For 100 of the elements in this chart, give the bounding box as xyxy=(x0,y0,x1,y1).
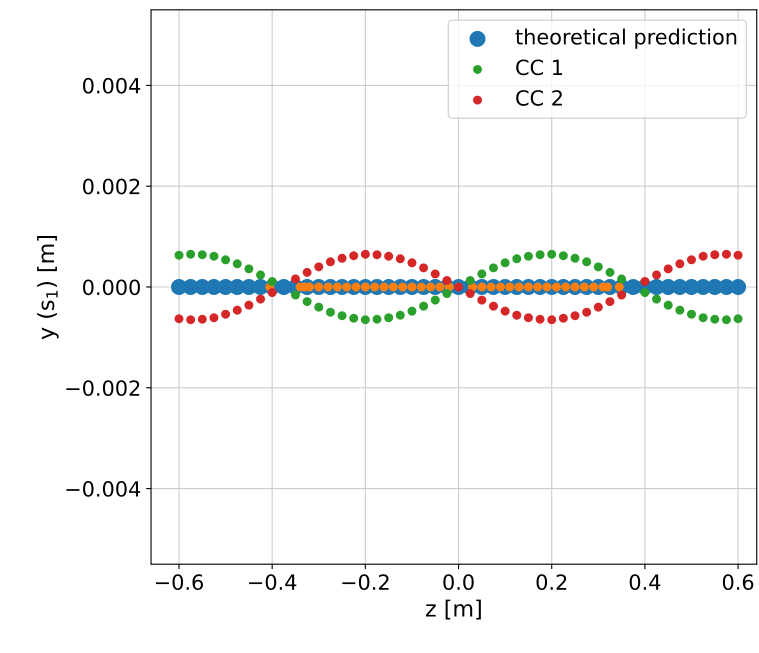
point xyxy=(500,258,510,268)
point xyxy=(314,302,324,312)
point xyxy=(384,313,394,322)
point xyxy=(582,308,592,317)
point xyxy=(349,314,358,323)
point xyxy=(349,251,358,260)
point xyxy=(338,311,347,320)
point xyxy=(256,270,266,280)
point xyxy=(652,294,662,304)
y-tick-label: −0.004 xyxy=(66,481,140,497)
point xyxy=(512,254,522,264)
point xyxy=(268,288,277,298)
x-tick-label: 0.6 xyxy=(722,574,754,590)
point xyxy=(710,314,720,324)
point xyxy=(594,302,603,312)
point xyxy=(722,250,731,259)
point xyxy=(617,274,626,284)
point xyxy=(558,251,568,260)
point xyxy=(430,296,440,305)
point xyxy=(617,290,626,300)
point xyxy=(698,313,708,322)
point xyxy=(466,289,475,298)
y-tick-label: 0.002 xyxy=(83,178,140,194)
point xyxy=(605,268,614,277)
x-tick-label: −0.2 xyxy=(342,574,389,590)
point xyxy=(302,297,312,306)
y-tick-label: −0.002 xyxy=(66,380,140,396)
point xyxy=(710,250,720,260)
point xyxy=(536,314,545,324)
point xyxy=(360,250,370,259)
point xyxy=(326,308,335,317)
point xyxy=(664,300,673,310)
point xyxy=(500,306,510,316)
point xyxy=(396,254,405,264)
point xyxy=(558,314,568,323)
point xyxy=(372,250,382,260)
point xyxy=(570,311,580,320)
legend-label: CC 2 xyxy=(516,90,562,106)
point xyxy=(524,313,533,322)
point xyxy=(407,258,416,268)
point xyxy=(314,262,324,272)
point xyxy=(675,306,684,315)
point xyxy=(326,257,335,266)
point xyxy=(488,302,498,311)
point xyxy=(477,296,486,305)
y-axis-title: y (s$_{1}$) [m] xyxy=(37,236,59,340)
point xyxy=(209,313,218,322)
point xyxy=(407,306,416,316)
point xyxy=(570,254,580,263)
point xyxy=(698,252,708,261)
point xyxy=(547,315,556,324)
point xyxy=(384,252,394,261)
point xyxy=(419,263,428,272)
x-tick-label: 0.4 xyxy=(630,574,660,590)
point xyxy=(594,262,603,272)
point xyxy=(734,250,743,260)
point xyxy=(419,302,428,311)
point xyxy=(360,315,370,324)
point xyxy=(722,315,731,324)
point xyxy=(686,255,696,264)
point xyxy=(221,310,230,319)
point xyxy=(686,310,696,319)
x-tick-label: −0.6 xyxy=(156,574,203,590)
legend-label: CC 1 xyxy=(516,59,562,76)
point xyxy=(290,290,300,300)
legend-label: theoretical prediction xyxy=(516,28,736,49)
x-tick-label: −0.4 xyxy=(249,574,296,590)
point xyxy=(302,268,312,277)
point xyxy=(605,297,614,306)
point xyxy=(396,310,405,320)
point xyxy=(582,257,592,266)
point xyxy=(547,250,556,259)
x-axis-title: z [m] xyxy=(426,600,481,620)
x-tick-label: 0.0 xyxy=(443,574,474,590)
point xyxy=(244,264,254,274)
point xyxy=(372,314,382,324)
point xyxy=(488,263,498,272)
point xyxy=(268,276,277,286)
x-tick-label: 0.2 xyxy=(536,574,566,590)
point xyxy=(730,279,746,295)
point xyxy=(652,270,662,280)
point xyxy=(290,274,300,284)
point xyxy=(232,259,242,268)
point xyxy=(186,315,196,324)
point xyxy=(640,288,650,298)
point xyxy=(209,252,218,261)
point xyxy=(477,269,486,278)
point xyxy=(512,310,522,320)
point xyxy=(198,250,207,260)
point xyxy=(664,264,673,274)
y-tick-label: 0.004 xyxy=(83,78,140,94)
point xyxy=(536,250,545,260)
point xyxy=(524,252,533,261)
point xyxy=(244,300,254,310)
point xyxy=(174,250,184,260)
point xyxy=(221,255,230,264)
y-tick-label: 0.000 xyxy=(83,279,140,296)
point xyxy=(640,276,650,286)
point xyxy=(430,269,440,278)
point xyxy=(198,314,207,324)
